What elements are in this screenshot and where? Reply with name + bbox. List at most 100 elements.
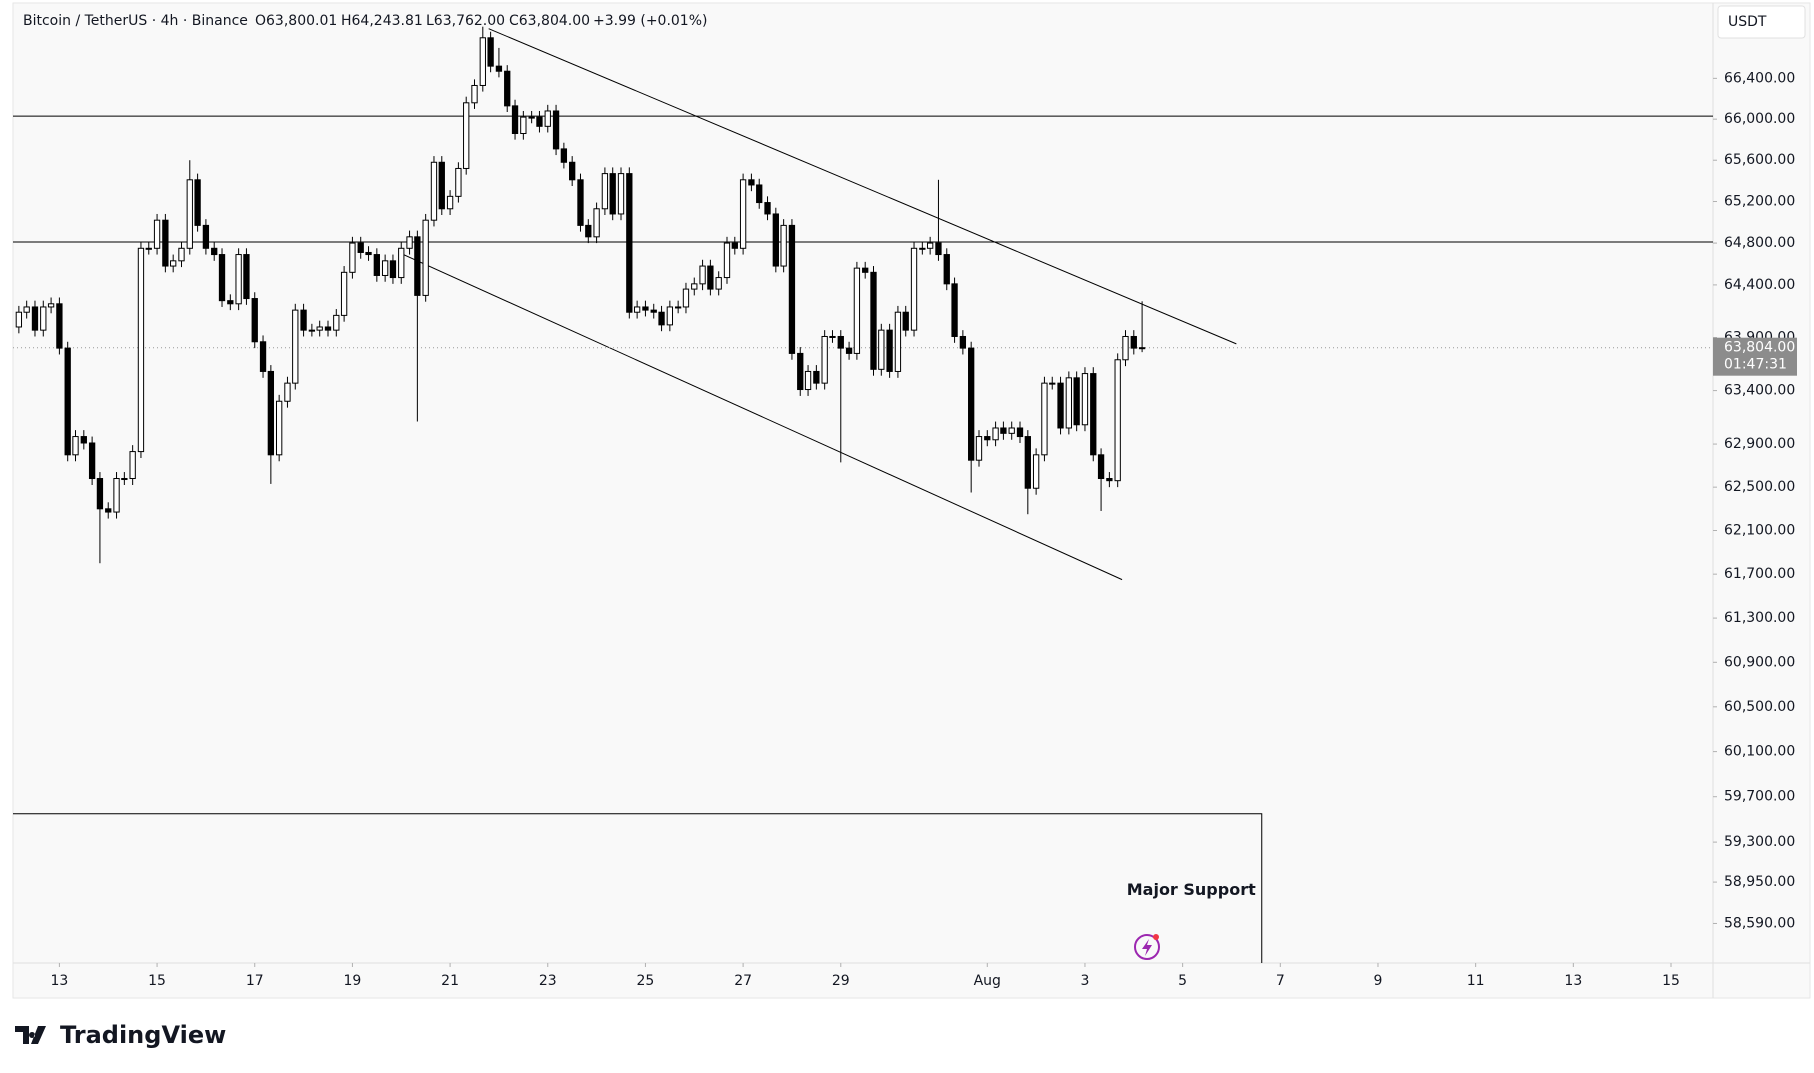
candle-body [1057, 382, 1064, 429]
candle-body [15, 311, 23, 328]
candle-body [267, 370, 275, 456]
candle-body [853, 267, 861, 354]
candle-body [1000, 427, 1007, 434]
x-tick-label: 17 [246, 973, 264, 989]
candle-body [284, 382, 291, 402]
candle-body [593, 208, 600, 238]
x-tick-label: 25 [637, 973, 655, 989]
candle-body [780, 224, 787, 267]
y-tick-label: 60,900.00 [1724, 654, 1795, 670]
candle-body [756, 184, 763, 204]
x-tick-label: 13 [1564, 973, 1582, 989]
candle-body [398, 247, 405, 279]
candle-body [170, 260, 177, 267]
candle-body [1016, 427, 1024, 438]
candle-body [389, 260, 397, 279]
candle-body [235, 254, 242, 305]
alert-icon[interactable] [1134, 934, 1160, 960]
candle-body [471, 84, 478, 104]
candle-body [194, 179, 201, 226]
candle-body [975, 436, 983, 461]
y-tick-label: 64,400.00 [1724, 277, 1795, 293]
candle-body [487, 37, 494, 67]
close-label: C63,804.00 [509, 13, 590, 29]
candle-body [902, 311, 909, 331]
candle-body [438, 161, 445, 210]
candle-body [1097, 454, 1105, 480]
candle-body [381, 260, 389, 276]
candle-body [31, 306, 39, 331]
candle-body [446, 195, 454, 210]
candle-body [47, 303, 55, 308]
candle-body [1138, 347, 1146, 350]
candle-body [1041, 382, 1048, 456]
candle-body [821, 335, 828, 384]
candle-body [504, 70, 511, 107]
candle-body [463, 102, 470, 169]
candle-body [64, 347, 71, 456]
candle-body [992, 427, 999, 441]
last-price: 63,804.00 [1724, 340, 1795, 356]
y-tick-label: 58,590.00 [1724, 915, 1795, 931]
candle-body [829, 335, 836, 338]
candle-body [682, 288, 690, 308]
candle-body [633, 306, 641, 313]
candle-body [984, 436, 991, 441]
y-tick-label: 59,300.00 [1724, 834, 1795, 850]
candle-body [121, 478, 128, 481]
candle-body [772, 213, 779, 267]
candle-body [707, 265, 714, 290]
x-tick-label: 5 [1178, 973, 1187, 989]
currency: USDT [1728, 14, 1767, 30]
candle-body [552, 110, 560, 150]
y-tick-label: 64,800.00 [1724, 235, 1795, 251]
y-tick-label: 60,100.00 [1724, 744, 1795, 760]
y-tick-label: 62,900.00 [1724, 436, 1795, 452]
candle-body [40, 306, 47, 331]
symbol: Bitcoin / TetherUS · 4h · Binance [23, 13, 248, 29]
brand-logo[interactable]: TradingView [15, 1021, 226, 1049]
candle-body [560, 148, 568, 163]
candle-body [723, 242, 731, 279]
candle-body [626, 173, 633, 313]
candle-body [308, 329, 316, 332]
candle-body [739, 179, 747, 249]
candle-body [878, 329, 885, 370]
candle-body [137, 247, 145, 453]
candle-body [511, 105, 519, 134]
y-tick-label: 60,500.00 [1724, 699, 1795, 715]
y-tick-label: 61,700.00 [1724, 566, 1795, 582]
low-label: L63,762.00 [426, 13, 505, 29]
candle-body [959, 335, 967, 349]
candle-body [211, 247, 218, 256]
candle-body [764, 202, 771, 215]
candle-body [1090, 373, 1097, 456]
candle-body [968, 347, 975, 461]
candle-body [162, 219, 169, 267]
candle-body [186, 179, 193, 249]
candle-body [414, 236, 421, 296]
y-tick-label: 65,200.00 [1724, 194, 1795, 210]
candle-body [674, 306, 682, 309]
currency-box[interactable] [1717, 5, 1806, 39]
trendline [398, 252, 1123, 581]
candle-body [105, 508, 112, 513]
candle-body [324, 326, 332, 331]
logo-mark [15, 1026, 46, 1044]
x-tick-label: 23 [539, 973, 557, 989]
y-tick-label: 61,300.00 [1724, 610, 1795, 626]
candle-body [227, 300, 234, 305]
icon-dot [1153, 934, 1159, 940]
change-label: +3.99 (+0.01%) [593, 13, 707, 29]
candle-body [129, 451, 136, 480]
candle-body [422, 219, 429, 296]
candle-body [1114, 359, 1121, 482]
candle-body [430, 161, 438, 221]
candle-body [218, 254, 226, 302]
candle-body [357, 242, 364, 253]
candle-body [340, 271, 348, 316]
candle-body [365, 251, 372, 256]
candle-body [1024, 436, 1031, 489]
candle-body [650, 309, 657, 313]
